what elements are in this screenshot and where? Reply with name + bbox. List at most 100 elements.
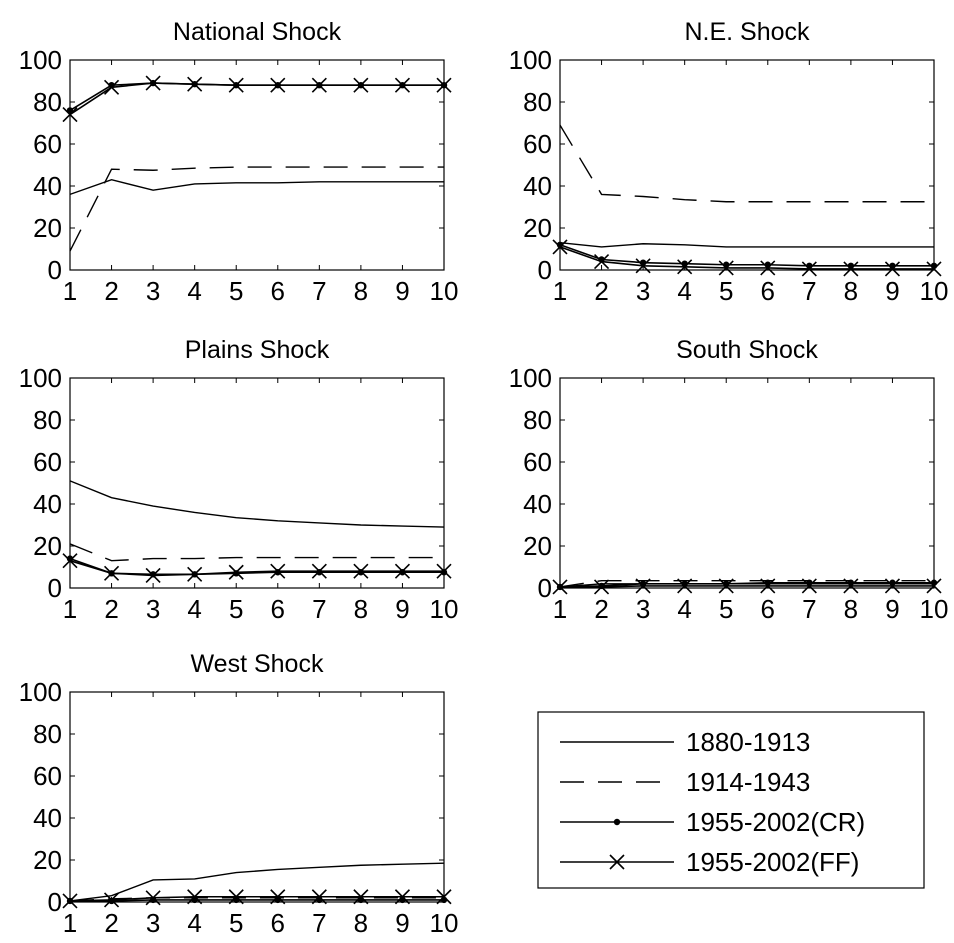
data-point	[926, 261, 942, 277]
data-point	[760, 578, 776, 594]
series-line	[559, 244, 934, 267]
x-tick-label: 6	[271, 908, 285, 938]
data-point	[187, 889, 203, 905]
series-1955-2002(FF)	[552, 239, 942, 277]
data-point	[635, 258, 651, 274]
x-tick-label: 9	[395, 594, 409, 624]
panel-title: N.E. Shock	[684, 18, 810, 46]
y-tick-label: 0	[538, 255, 552, 285]
series-line	[559, 246, 934, 270]
series-1880-1913	[69, 862, 445, 902]
y-tick-label: 20	[523, 531, 552, 561]
data-point	[103, 79, 120, 95]
panel-title: South Shock	[676, 336, 818, 364]
data-point	[311, 77, 327, 93]
x-tick-label: 1	[553, 276, 567, 306]
legend-label: 1955-2002(FF)	[686, 847, 859, 877]
data-point	[843, 261, 859, 277]
y-tick-label: 60	[523, 447, 552, 477]
y-tick-label: 100	[19, 677, 62, 707]
x-tick-label: 3	[636, 276, 650, 306]
data-point	[884, 261, 901, 277]
data-point	[552, 579, 568, 595]
axes-frame	[69, 59, 445, 271]
series-1914-1943	[69, 166, 444, 252]
panel-5: West Shock 0 20 40 60 80 100 1 2 3 4 5 6 7 8 9 10	[19, 650, 459, 938]
x-tick-label: 10	[920, 594, 949, 624]
data-point	[394, 563, 411, 579]
legend-label: 1914-1943	[686, 767, 810, 797]
panel-3: Plains Shock 0 20 40 60 80 100 1 2 3 4 5 6 7 8 9 10	[19, 336, 459, 624]
axes-frame	[69, 377, 445, 589]
y-tick-label: 60	[33, 447, 62, 477]
legend-entry: 1914-1943	[560, 767, 810, 797]
y-tick-label: 40	[33, 803, 62, 833]
data-point	[187, 76, 203, 92]
y-tick-label: 0	[48, 255, 62, 285]
series-line	[69, 480, 445, 528]
data-point	[62, 553, 78, 569]
x-tick-label: 6	[761, 594, 775, 624]
y-tick-label: 0	[48, 573, 62, 603]
x-tick-label: 2	[104, 276, 118, 306]
x-tick-label: 1	[63, 908, 77, 938]
series-line	[69, 543, 444, 562]
data-point	[103, 565, 120, 581]
y-tick-label: 20	[33, 213, 62, 243]
y-tick-label: 60	[33, 761, 62, 791]
x-tick-label: 8	[354, 276, 368, 306]
y-tick-label: 100	[19, 45, 62, 75]
data-point	[228, 77, 244, 93]
series-line	[69, 895, 444, 902]
panel-1: National Shock 0 20 40 60 80 100 1 2 3 4 5 6 7 8 9 10	[19, 18, 459, 306]
data-point	[353, 889, 369, 905]
axes-frame	[559, 59, 935, 271]
data-point	[145, 567, 161, 583]
series-line	[559, 242, 934, 248]
x-tick-label: 3	[146, 594, 160, 624]
legend-entry: 1955-2002(FF)	[560, 847, 859, 877]
data-point	[62, 893, 78, 909]
y-tick-label: 40	[523, 489, 552, 519]
x-tick-label: 5	[229, 276, 243, 306]
data-point	[270, 889, 286, 905]
data-point	[677, 578, 693, 594]
series-1955-2002(FF)	[62, 75, 452, 123]
series-1880-1913	[69, 178, 444, 196]
data-point	[353, 563, 369, 579]
x-tick-label: 5	[719, 594, 733, 624]
data-point	[436, 563, 452, 579]
x-tick-label: 5	[719, 276, 733, 306]
x-tick-label: 6	[761, 276, 775, 306]
series-line	[69, 178, 444, 196]
data-point	[801, 578, 817, 594]
x-tick-label: 7	[312, 276, 326, 306]
x-tick-label: 7	[312, 908, 326, 938]
y-tick-label: 60	[523, 129, 552, 159]
data-point	[311, 889, 327, 905]
data-point	[228, 889, 244, 905]
x-tick-label: 2	[104, 594, 118, 624]
data-point	[228, 564, 244, 580]
data-point	[926, 578, 942, 594]
series-line	[69, 166, 444, 252]
y-tick-label: 80	[33, 87, 62, 117]
x-tick-label: 6	[271, 594, 285, 624]
x-tick-label: 10	[430, 908, 459, 938]
data-point	[270, 563, 286, 579]
series-1880-1913	[69, 480, 445, 528]
data-point	[718, 578, 734, 594]
series-1914-1943	[69, 543, 444, 562]
data-point	[394, 889, 411, 905]
x-tick-label: 7	[802, 594, 816, 624]
y-tick-label: 40	[523, 171, 552, 201]
x-tick-label: 8	[354, 594, 368, 624]
x-tick-label: 5	[229, 908, 243, 938]
x-tick-label: 1	[553, 594, 567, 624]
panel-title: Plains Shock	[185, 336, 330, 364]
legend-marker	[609, 854, 625, 870]
y-tick-label: 40	[33, 489, 62, 519]
y-tick-label: 100	[509, 45, 552, 75]
x-tick-label: 8	[844, 594, 858, 624]
